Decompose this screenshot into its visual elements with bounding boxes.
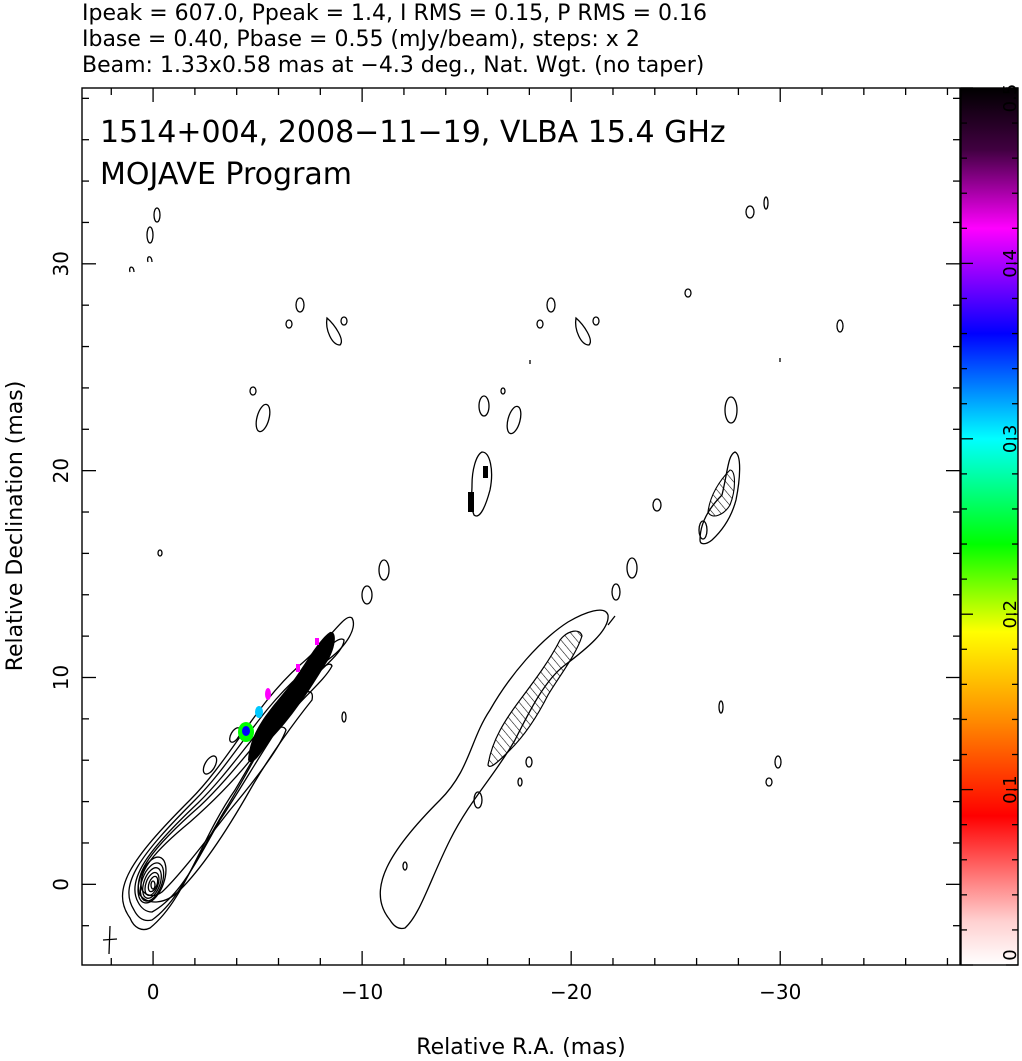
colorbar-tick-label: 0.1	[1000, 775, 1021, 804]
header-line-2: Ibase = 0.40, Pbase = 0.55 (mJy/beam), s…	[82, 27, 640, 52]
program-annotation: MOJAVE Program	[100, 157, 352, 192]
stokes-i-contours	[121, 616, 354, 931]
evpa-contours	[529, 196, 844, 787]
colorbar-tick-label: 0.5	[1000, 84, 1021, 113]
x-tick-label: −10	[341, 980, 383, 1004]
colorbar-tick-label: 0	[1000, 949, 1021, 960]
x-tick-label: −30	[759, 980, 801, 1004]
colorbar	[960, 87, 1019, 966]
y-tick-label: 20	[49, 458, 73, 483]
colorbar-tick-label: 0.4	[1000, 249, 1021, 278]
polarization-color-map	[238, 631, 335, 763]
axis-tick-labels: 0 −10 −20 −30 0 10 20 30	[49, 251, 801, 1004]
axis-ticks	[82, 88, 960, 965]
polarized-intensity-contours	[361, 297, 609, 930]
x-axis-label: Relative R.A. (mas)	[416, 1035, 625, 1060]
source-annotation: 1514+004, 2008−11−19, VLBA 15.4 GHz	[100, 115, 726, 150]
colorbar-ticks	[961, 87, 1018, 966]
header-line-3: Beam: 1.33x0.58 mas at −4.3 deg., Nat. W…	[82, 53, 704, 78]
y-tick-label: 30	[49, 251, 73, 276]
x-tick-label: −20	[550, 980, 592, 1004]
beam-marker	[102, 925, 118, 955]
y-tick-label: 10	[49, 665, 73, 690]
colorbar-tick-label: 0.2	[1000, 600, 1021, 629]
y-axis-label: Relative Declination (mas)	[3, 381, 28, 672]
header-line-1: Ipeak = 607.0, Ppeak = 1.4, I RMS = 0.15…	[82, 1, 707, 26]
colorbar-tick-label: 0.3	[1000, 424, 1021, 453]
plot-frame	[81, 87, 961, 966]
x-tick-label: 0	[147, 980, 160, 1004]
colorbar-tick-labels: 0 0.1 0.2 0.3 0.4 0.5	[1000, 84, 1021, 961]
stokes-i-blobs	[128, 207, 348, 723]
y-tick-label: 0	[49, 878, 73, 891]
